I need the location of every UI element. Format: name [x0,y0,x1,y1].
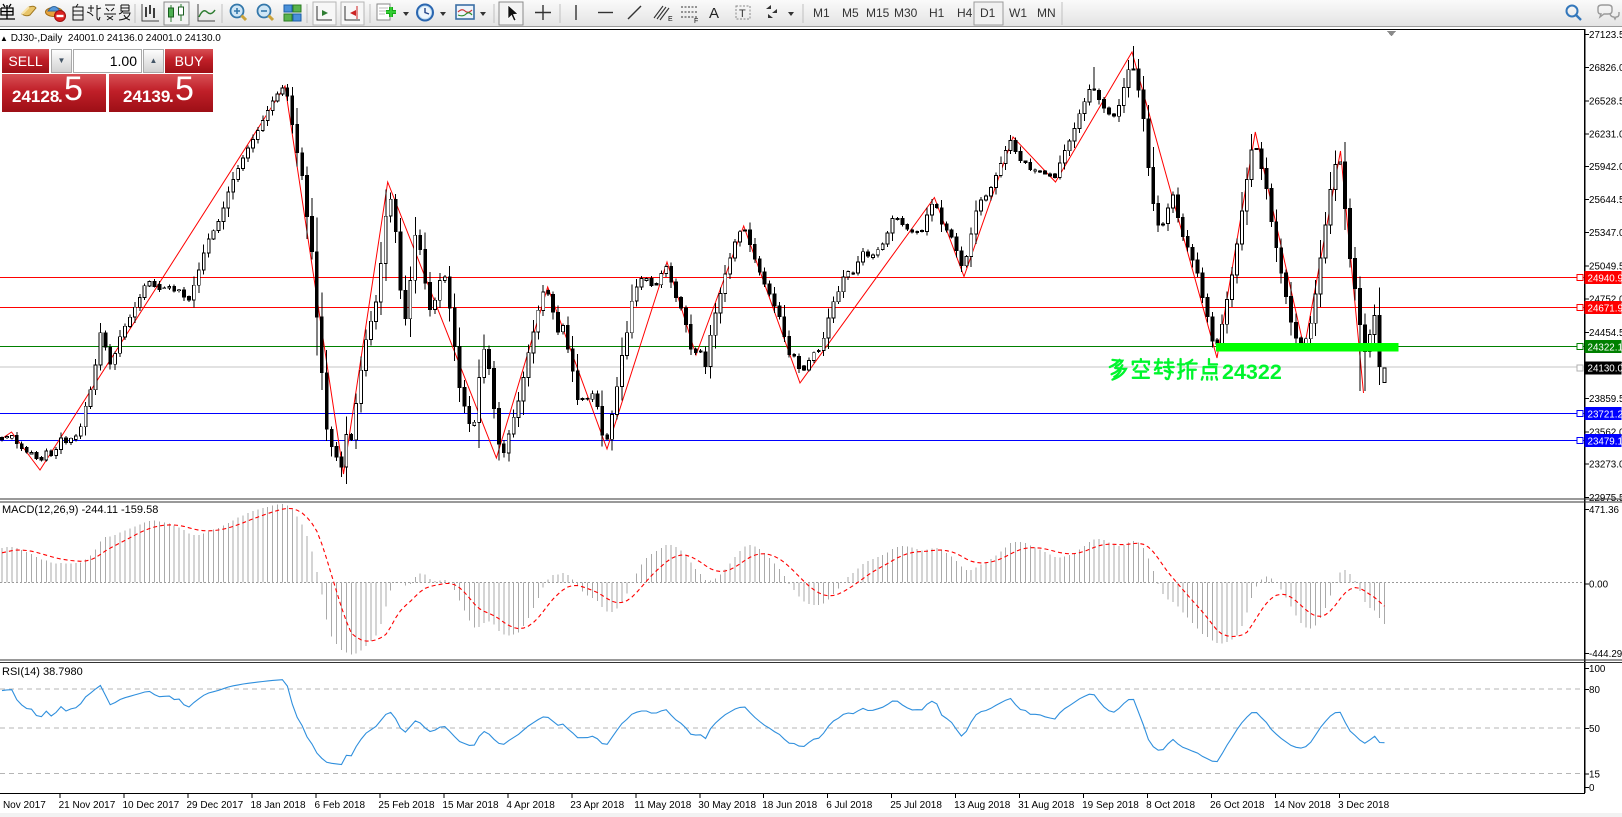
svg-text:3 Dec 2018: 3 Dec 2018 [1338,800,1390,811]
svg-text:25347.0: 25347.0 [1589,228,1622,239]
svg-text:0: 0 [1589,783,1595,794]
svg-text:D1: D1 [980,6,996,20]
svg-text:26826.0: 26826.0 [1589,63,1622,74]
svg-text:0.00: 0.00 [1589,579,1609,590]
svg-text:7 Nov 2017: 7 Nov 2017 [0,800,46,811]
svg-text:11 May 2018: 11 May 2018 [634,800,692,811]
svg-text:27123.5: 27123.5 [1589,30,1622,41]
svg-text:471.36: 471.36 [1589,505,1620,516]
svg-text:50: 50 [1589,724,1600,735]
svg-text:25 Feb 2018: 25 Feb 2018 [378,800,435,811]
svg-text:80: 80 [1589,685,1600,696]
svg-text:M15: M15 [866,6,890,20]
svg-text:29 Dec 2017: 29 Dec 2017 [187,800,244,811]
svg-text:26528.5: 26528.5 [1589,96,1622,107]
svg-text:E: E [668,16,673,23]
svg-text:-444.29: -444.29 [1589,649,1622,660]
svg-text:T: T [739,8,746,20]
svg-text:100: 100 [1589,664,1606,675]
svg-text:21 Nov 2017: 21 Nov 2017 [59,800,116,811]
svg-text:F: F [694,18,698,25]
svg-text:H4: H4 [957,6,973,20]
svg-text:25942.0: 25942.0 [1589,162,1622,173]
svg-text:25049.5: 25049.5 [1589,261,1622,272]
svg-text:M1: M1 [813,6,830,20]
svg-text:24671.9: 24671.9 [1588,303,1622,314]
svg-text:8 Oct 2018: 8 Oct 2018 [1146,800,1195,811]
svg-text:23859.5: 23859.5 [1589,394,1622,405]
svg-text:24130.0: 24130.0 [1588,364,1622,375]
svg-text:23562.0: 23562.0 [1589,427,1622,438]
svg-text:24322.1: 24322.1 [1588,342,1622,353]
svg-text:26231.0: 26231.0 [1589,130,1622,141]
svg-text:24322: 24322 [1222,360,1282,384]
svg-text:MACD(12,26,9) -244.11 -159.58: MACD(12,26,9) -244.11 -159.58 [2,504,158,516]
svg-text:18 Jun 2018: 18 Jun 2018 [762,800,817,811]
svg-text:23273.0: 23273.0 [1589,460,1622,471]
svg-text:23 Apr 2018: 23 Apr 2018 [570,800,624,811]
svg-text:4 Apr 2018: 4 Apr 2018 [506,800,555,811]
svg-text:M30: M30 [894,6,918,20]
svg-text:15 Mar 2018: 15 Mar 2018 [442,800,499,811]
svg-text:RSI(14) 38.7980: RSI(14) 38.7980 [2,666,83,678]
svg-text:30 May 2018: 30 May 2018 [698,800,756,811]
svg-text:13 Aug 2018: 13 Aug 2018 [954,800,1011,811]
svg-text:24940.9: 24940.9 [1588,273,1622,284]
svg-text:W1: W1 [1009,6,1027,20]
svg-text:22975.5: 22975.5 [1589,493,1622,504]
svg-text:23721.2: 23721.2 [1588,409,1622,420]
svg-text:M5: M5 [842,6,859,20]
svg-text:23479.1: 23479.1 [1588,436,1622,447]
svg-text:31 Aug 2018: 31 Aug 2018 [1018,800,1075,811]
svg-text:25 Jul 2018: 25 Jul 2018 [890,800,942,811]
svg-text:15: 15 [1589,770,1600,781]
svg-text:6 Jul 2018: 6 Jul 2018 [826,800,873,811]
svg-text:H1: H1 [929,6,945,20]
svg-text:MN: MN [1037,6,1056,20]
svg-text:24454.5: 24454.5 [1589,328,1622,339]
svg-text:6 Feb 2018: 6 Feb 2018 [315,800,366,811]
svg-text:26 Oct 2018: 26 Oct 2018 [1210,800,1265,811]
svg-text:25644.5: 25644.5 [1589,195,1622,206]
svg-text:A: A [709,5,719,22]
svg-text:18 Jan 2018: 18 Jan 2018 [251,800,306,811]
svg-text:24752.0: 24752.0 [1589,295,1622,306]
svg-text:19 Sep 2018: 19 Sep 2018 [1082,800,1139,811]
svg-text:14 Nov 2018: 14 Nov 2018 [1274,800,1331,811]
svg-text:10 Dec 2017: 10 Dec 2017 [123,800,180,811]
